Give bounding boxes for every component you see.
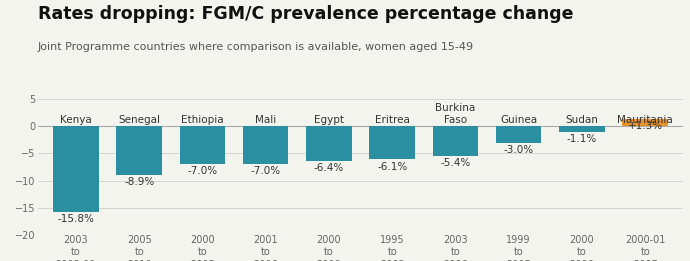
Text: 2001
to
2006: 2001 to 2006 — [253, 235, 278, 261]
Text: -1.1%: -1.1% — [566, 134, 597, 145]
Text: -7.0%: -7.0% — [188, 167, 217, 176]
Text: 2000
to
2005: 2000 to 2005 — [190, 235, 215, 261]
Text: 2005
to
2010: 2005 to 2010 — [127, 235, 152, 261]
Bar — [117, 126, 162, 175]
Text: 1999
to
2005: 1999 to 2005 — [506, 235, 531, 261]
Text: -15.8%: -15.8% — [57, 214, 95, 224]
Text: Sudan: Sudan — [566, 115, 598, 125]
Bar — [622, 119, 668, 126]
Text: 2000
to
2006: 2000 to 2006 — [569, 235, 594, 261]
Text: -6.4%: -6.4% — [314, 163, 344, 173]
Text: 2003
to
2008-09: 2003 to 2008-09 — [56, 235, 96, 261]
Text: Rates dropping: FGM/C prevalence percentage change: Rates dropping: FGM/C prevalence percent… — [38, 5, 573, 23]
Bar — [369, 126, 415, 159]
Bar — [179, 126, 225, 164]
Text: Joint Programme countries where comparison is available, women aged 15-49: Joint Programme countries where comparis… — [38, 42, 474, 52]
Text: Eritrea: Eritrea — [375, 115, 410, 125]
Bar — [559, 126, 604, 132]
Text: -3.0%: -3.0% — [504, 145, 533, 155]
Text: 2000-01
to
2007: 2000-01 to 2007 — [625, 235, 665, 261]
Text: Mauritania: Mauritania — [618, 115, 673, 125]
Text: Kenya: Kenya — [60, 115, 92, 125]
Text: 2000
to
2008: 2000 to 2008 — [317, 235, 342, 261]
Text: 1995
to
2002: 1995 to 2002 — [380, 235, 404, 261]
Bar — [53, 126, 99, 212]
Text: +1.3%: +1.3% — [628, 121, 662, 132]
Text: Guinea: Guinea — [500, 115, 538, 125]
Text: Mali: Mali — [255, 115, 276, 125]
Text: Egypt: Egypt — [314, 115, 344, 125]
Text: Burkina
Faso: Burkina Faso — [435, 103, 475, 125]
Bar — [306, 126, 352, 161]
Text: -7.0%: -7.0% — [250, 167, 281, 176]
Bar — [433, 126, 478, 156]
Text: 2003
to
2006: 2003 to 2006 — [443, 235, 468, 261]
Text: -8.9%: -8.9% — [124, 177, 155, 187]
Bar — [496, 126, 542, 143]
Text: Senegal: Senegal — [118, 115, 160, 125]
Bar — [243, 126, 288, 164]
Text: -5.4%: -5.4% — [440, 158, 471, 168]
Text: -6.1%: -6.1% — [377, 162, 407, 172]
Text: Ethiopia: Ethiopia — [181, 115, 224, 125]
